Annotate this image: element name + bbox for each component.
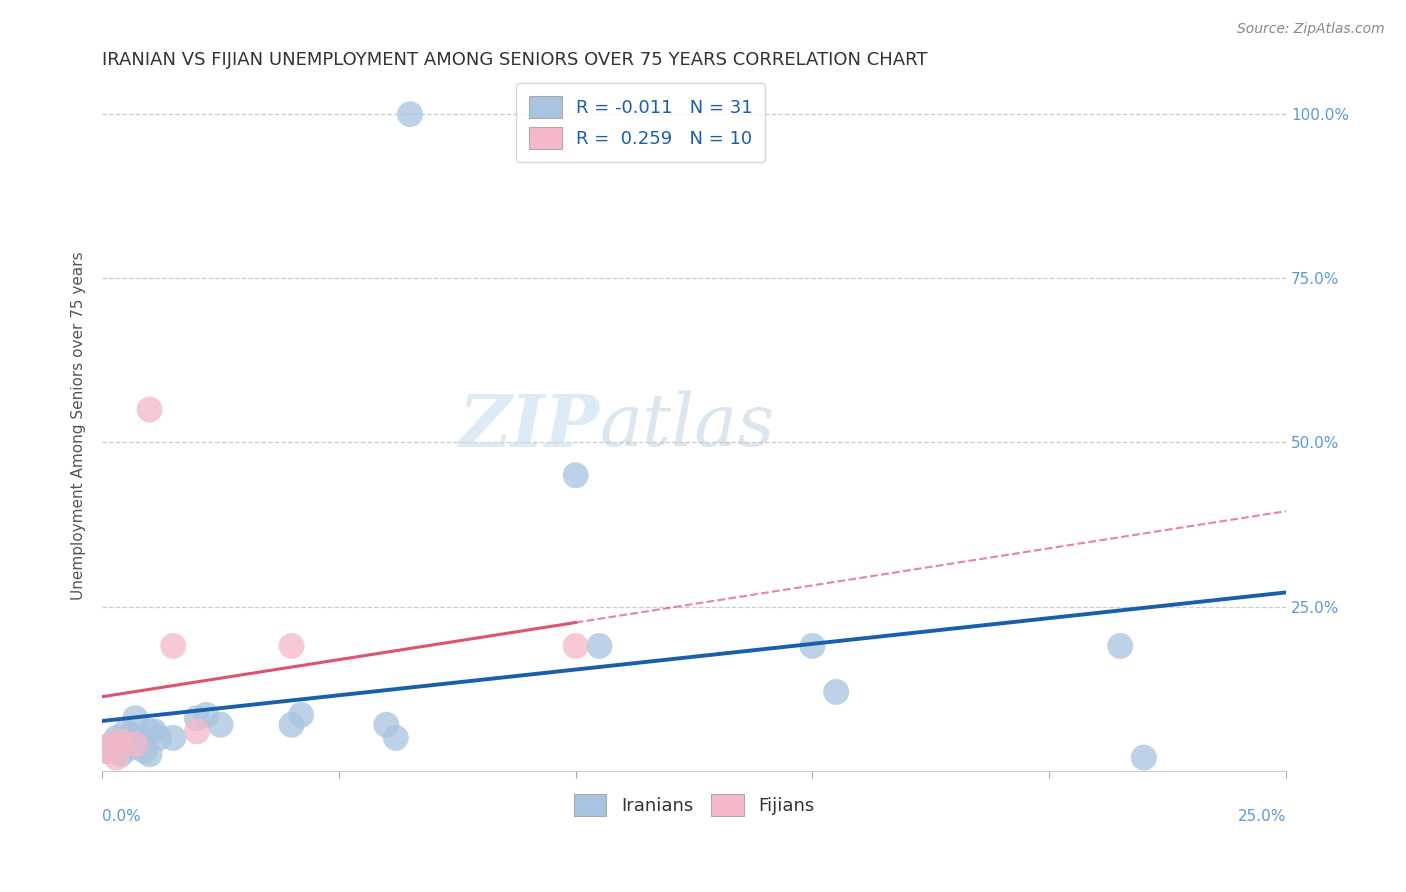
Point [96,744,118,758]
Text: 25.0%: 25.0% [1237,809,1286,823]
Point [115,724,138,739]
Point [100,738,122,752]
Point [124,738,146,752]
Point [825,685,848,699]
Point [564,468,586,483]
Point [162,639,184,653]
Point [100,738,122,752]
Point [801,639,824,653]
Point [1109,639,1132,653]
Point [195,707,218,722]
Text: ZIP: ZIP [458,391,599,461]
Point [148,731,170,745]
Point [96,744,118,758]
Point [124,711,146,725]
Y-axis label: Unemployment Among Seniors over 75 years: Unemployment Among Seniors over 75 years [72,252,86,600]
Point [564,639,586,653]
Point [186,724,208,739]
Text: atlas: atlas [599,391,775,461]
Point [120,740,142,755]
Point [162,731,184,745]
Point [129,731,152,745]
Point [120,728,142,742]
Point [588,639,610,653]
Point [186,711,208,725]
Point [280,639,302,653]
Point [110,734,132,748]
Point [280,717,302,731]
Point [138,402,160,417]
Text: Source: ZipAtlas.com: Source: ZipAtlas.com [1237,22,1385,37]
Point [209,717,232,731]
Point [105,731,128,745]
Point [110,747,132,762]
Point [124,734,146,748]
Text: 0.0%: 0.0% [103,809,141,823]
Point [134,744,156,758]
Point [1133,750,1156,764]
Point [290,707,312,722]
Point [375,717,398,731]
Point [384,731,406,745]
Point [138,724,160,739]
Point [110,744,132,758]
Point [138,747,160,762]
Point [143,724,166,739]
Legend: Iranians, Fijians: Iranians, Fijians [567,788,821,823]
Point [105,750,128,764]
Point [399,107,422,121]
Text: IRANIAN VS FIJIAN UNEMPLOYMENT AMONG SENIORS OVER 75 YEARS CORRELATION CHART: IRANIAN VS FIJIAN UNEMPLOYMENT AMONG SEN… [103,51,928,69]
